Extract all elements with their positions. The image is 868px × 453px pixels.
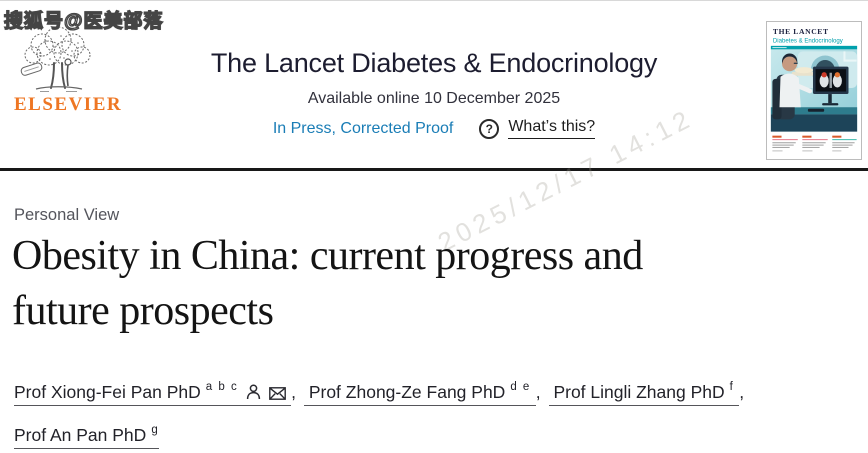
author-chip[interactable]: Prof An Pan PhD g — [14, 423, 160, 449]
author-affiliations: g — [151, 423, 160, 436]
elsevier-tree-icon — [20, 26, 91, 92]
cover-masthead-title: THE LANCET — [773, 27, 829, 36]
author-name: Prof Zhong-Ze Fang PhD — [308, 381, 506, 402]
elsevier-logo[interactable]: ELSEVIER — [14, 25, 174, 116]
elsevier-wordmark: ELSEVIER — [14, 94, 123, 115]
author-name: Prof Xiong-Fei Pan PhD — [14, 381, 201, 402]
author-affiliations: a b c — [205, 381, 239, 393]
author-chip[interactable]: Prof Xiong-Fei Pan PhD a b c — [14, 381, 292, 406]
header-divider — [0, 168, 868, 171]
person-icon — [247, 384, 261, 399]
email-icon — [269, 386, 287, 400]
article-title-line-2: future prospects — [12, 288, 274, 334]
author-separator: , — [535, 381, 541, 402]
article-title: Obesity in China: current progress and f… — [12, 229, 643, 339]
author-affiliations: d e — [510, 381, 531, 393]
journal-title[interactable]: The Lancet Diabetes & Endocrinology — [210, 48, 658, 78]
journal-header: The Lancet Diabetes & Endocrinology Avai… — [160, 47, 708, 139]
author-name: Prof Lingli Zhang PhD — [553, 381, 725, 402]
authors-line: Prof Xiong-Fei Pan PhD a b c , Prof Zhong… — [14, 369, 860, 453]
author-chip[interactable]: Prof Lingli Zhang PhD f — [548, 381, 740, 406]
author-name: Prof An Pan PhD — [14, 424, 147, 445]
sohu-watermark: 搜狐号@医美部落 — [3, 10, 164, 32]
help-icon[interactable]: ? — [479, 118, 500, 139]
article-category: Personal View — [14, 206, 120, 224]
author-separator: , — [291, 381, 296, 402]
article-title-line-1: Obesity in China: current progress and — [12, 233, 643, 279]
author-affiliations: f — [729, 381, 735, 393]
journal-cover-thumbnail[interactable]: THE LANCET Diabetes & Endocrinology — [766, 21, 862, 160]
cover-illustration: THE LANCET Diabetes & Endocrinology — [767, 22, 861, 159]
in-press-status-link[interactable]: In Press, Corrected Proof — [272, 119, 454, 137]
cover-masthead-subtitle: Diabetes & Endocrinology — [773, 37, 844, 44]
author-separator: , — [739, 381, 745, 402]
author-chip[interactable]: Prof Zhong-Ze Fang PhD d e — [303, 381, 536, 406]
whats-this-link[interactable]: What’s this? — [508, 118, 596, 139]
available-online-date: Available online 10 December 2025 — [307, 90, 561, 107]
press-status-row: In Press, Corrected Proof ? What’s this? — [160, 118, 708, 139]
